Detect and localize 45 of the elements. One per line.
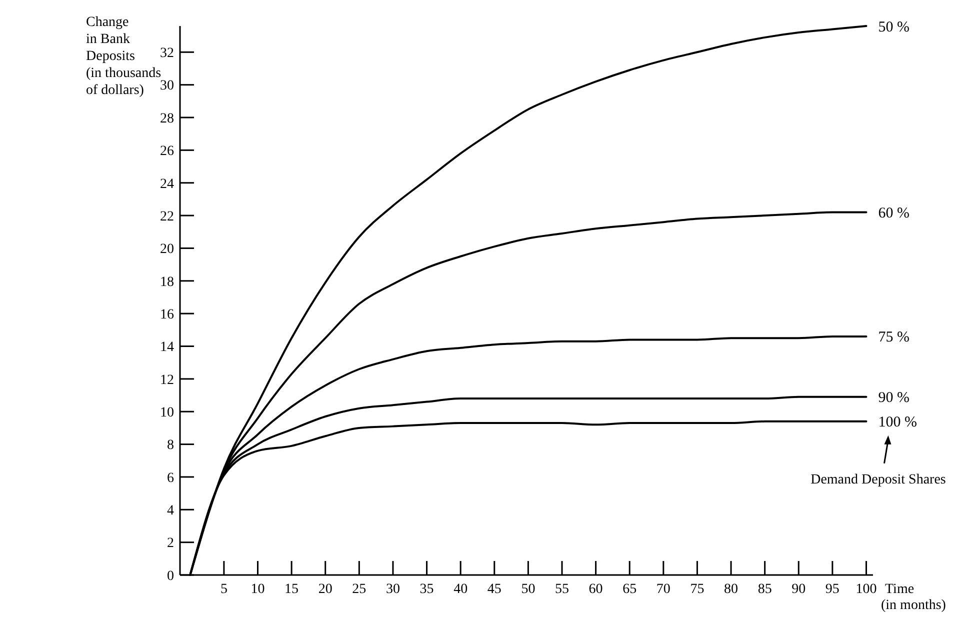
- y-axis-title: Change in Bank Deposits (in thousands of dollars): [86, 15, 162, 98]
- y-tick-label: 32: [160, 46, 174, 62]
- x-axis-title: Time (in months): [881, 582, 946, 613]
- y-tick-label: 6: [167, 470, 174, 486]
- x-tick-label: 80: [724, 582, 738, 597]
- y-tick-label: 20: [160, 242, 174, 258]
- y-tick-label: 30: [160, 78, 174, 94]
- x-tick-label: 5: [220, 582, 228, 597]
- y-tick-label: 0: [167, 568, 174, 584]
- x-tick-label: 40: [454, 582, 468, 597]
- x-tick-label: 75: [690, 582, 704, 597]
- x-tick-label: 70: [656, 582, 670, 597]
- y-tick-label: 18: [160, 274, 174, 290]
- y-tick-label: 22: [160, 209, 174, 224]
- y-tick-label: 4: [167, 504, 174, 519]
- series-label: 90 %: [878, 390, 910, 406]
- series-label: 100 %: [878, 414, 917, 431]
- y-tick-label: 12: [160, 372, 174, 388]
- y-tick-label: 24: [160, 176, 174, 192]
- x-tick-label: 95: [825, 582, 840, 597]
- y-tick-label: 14: [160, 340, 174, 356]
- x-tick-label: 90: [792, 582, 806, 597]
- series-label: 50 %: [878, 19, 910, 36]
- x-tick-label: 65: [622, 582, 637, 597]
- x-tick-label: 100: [856, 582, 877, 597]
- series-label: 75 %: [878, 330, 910, 346]
- x-tick-label: 25: [352, 582, 366, 597]
- x-tick-label: 15: [284, 582, 299, 597]
- x-tick-label: 35: [420, 582, 434, 597]
- y-tick-label: 16: [160, 307, 174, 322]
- y-tick-label: 28: [160, 111, 174, 126]
- y-tick-label: 2: [167, 536, 174, 552]
- y-tick-label: 8: [167, 438, 174, 454]
- x-tick-label: 60: [588, 582, 603, 597]
- x-tick-label: 50: [521, 582, 536, 597]
- y-tick-label: 26: [160, 144, 174, 160]
- x-tick-label: 45: [487, 582, 502, 597]
- x-tick-label: 10: [250, 582, 265, 597]
- y-tick-label: 10: [160, 406, 174, 421]
- annotation: Demand Deposit Shares: [810, 472, 946, 488]
- x-tick-label: 30: [386, 582, 400, 597]
- x-tick-label: 55: [554, 582, 569, 597]
- series-label: 60 %: [878, 206, 910, 222]
- x-tick-label: 85: [758, 582, 772, 597]
- x-tick-label: 20: [318, 582, 332, 597]
